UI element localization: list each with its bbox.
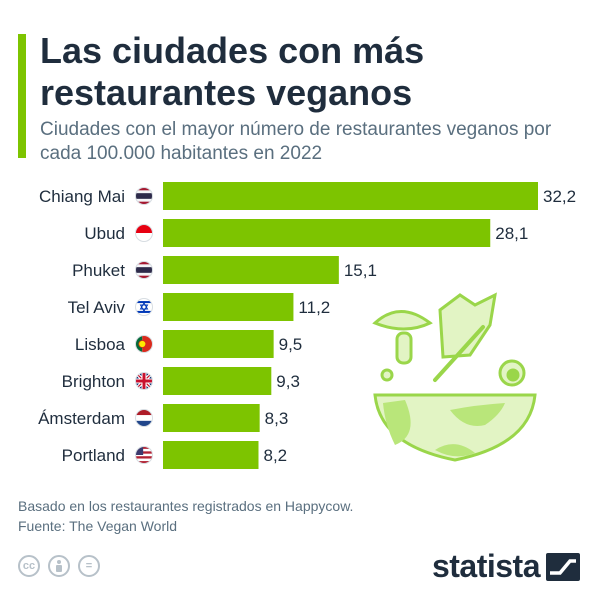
- no-derivatives-icon[interactable]: =: [78, 555, 100, 577]
- bar-row: Phuket 15,1: [72, 256, 377, 284]
- chart-title: Las ciudades con más restaurantes vegano…: [40, 30, 425, 113]
- category-label: Ubud: [84, 224, 125, 243]
- attribution-icon[interactable]: [48, 555, 70, 577]
- category-label: Phuket: [72, 261, 125, 280]
- usa-flag-icon: [135, 446, 153, 464]
- value-label: 9,3: [276, 372, 300, 391]
- thailand-flag-icon: [135, 261, 153, 279]
- bar-chart: Chiang Mai 32,2 Ubud 28,1 Phuket 15,1 Tel Aviv…: [38, 182, 576, 469]
- bar: [163, 182, 538, 210]
- value-label: 11,2: [298, 298, 330, 317]
- category-label: Chiang Mai: [39, 187, 125, 206]
- bar: [163, 441, 259, 469]
- bar-row: Brighton 9,3: [62, 367, 300, 395]
- category-label: Ámsterdam: [38, 409, 125, 428]
- bar: [163, 330, 274, 358]
- salad-bowl-illustration: [372, 292, 537, 462]
- uk-flag-icon: [135, 372, 153, 390]
- bar: [163, 256, 339, 284]
- category-label: Lisboa: [75, 335, 126, 354]
- value-label: 9,5: [279, 335, 303, 354]
- brand-name: statista: [431, 548, 541, 584]
- israel-flag-icon: [135, 298, 153, 316]
- value-label: 15,1: [344, 261, 377, 280]
- indonesia-flag-icon: [135, 224, 153, 242]
- value-label: 28,1: [495, 224, 528, 243]
- bar: [163, 293, 294, 321]
- value-label: 8,3: [265, 409, 289, 428]
- bar-row: Portland 8,2: [62, 441, 287, 469]
- bar: [163, 219, 491, 247]
- bar-row: Ámsterdam 8,3: [38, 404, 288, 432]
- portugal-flag-icon: [135, 335, 153, 353]
- creative-commons-icon[interactable]: cc: [18, 555, 40, 577]
- value-label: 32,2: [543, 187, 576, 206]
- bar: [163, 367, 272, 395]
- category-label: Tel Aviv: [68, 298, 126, 317]
- bar-row: Chiang Mai 32,2: [39, 182, 576, 210]
- statista-logo-icon: [546, 552, 580, 581]
- bar-row: Ubud 28,1: [84, 219, 528, 247]
- bar: [163, 404, 260, 432]
- bar-row: Tel Aviv 11,2: [68, 293, 330, 321]
- category-label: Brighton: [62, 372, 125, 391]
- thailand-flag-icon: [135, 187, 153, 205]
- category-label: Portland: [62, 446, 125, 465]
- title-accent-bar: [18, 34, 26, 158]
- chart-footnote: Basado en los restaurantes registrados e…: [18, 498, 354, 514]
- netherlands-flag-icon: [135, 409, 153, 427]
- bar-row: Lisboa 9,5: [75, 330, 302, 358]
- chart-source: Fuente: The Vegan World: [18, 518, 178, 534]
- statista-brand[interactable]: statista: [432, 548, 580, 585]
- license-icons: cc =: [18, 555, 100, 577]
- value-label: 8,2: [263, 446, 287, 465]
- chart-subtitle: Ciudades con el mayor número de restaura…: [40, 119, 552, 164]
